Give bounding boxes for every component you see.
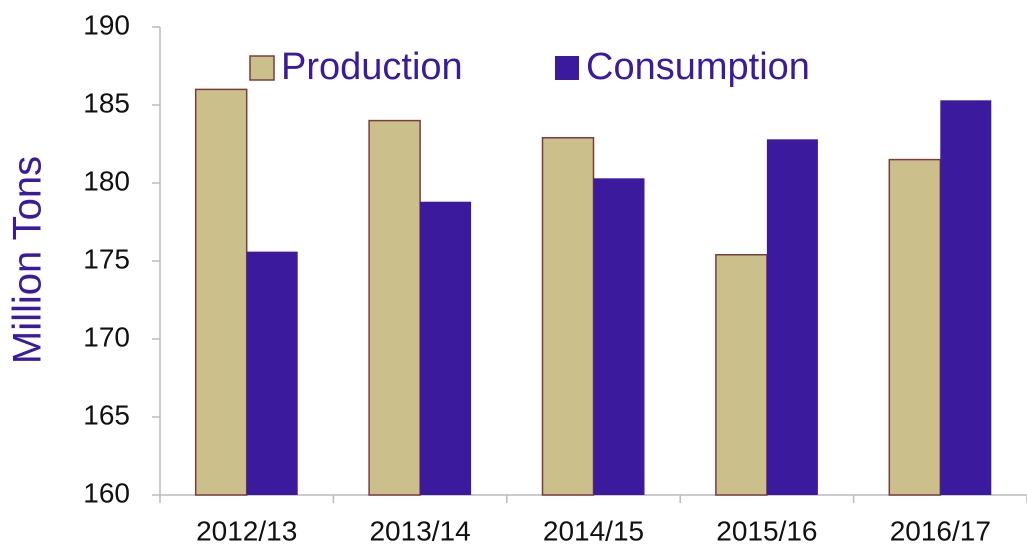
y-tick-label: 175 xyxy=(83,243,130,274)
bar xyxy=(766,139,818,495)
bar xyxy=(246,251,298,495)
y-axis-title: Million Tons xyxy=(6,156,50,364)
bar xyxy=(368,119,421,496)
bar xyxy=(194,88,248,496)
y-tick-label: 165 xyxy=(83,399,130,430)
y-tick-label: 185 xyxy=(83,87,130,118)
bar xyxy=(420,201,472,495)
legend-label: Consumption xyxy=(586,46,810,88)
x-tick-label: 2012/13 xyxy=(196,515,297,546)
x-tick-label: 2016/17 xyxy=(890,515,991,546)
bar xyxy=(715,254,768,496)
legend-swatch xyxy=(249,55,275,81)
x-tick-label: 2015/16 xyxy=(716,515,817,546)
y-tick-label: 160 xyxy=(83,477,130,508)
legend-swatch xyxy=(555,56,579,80)
x-tick-label: 2013/14 xyxy=(369,515,470,546)
x-tick-label: 2014/15 xyxy=(543,515,644,546)
bar xyxy=(541,137,595,496)
legend-label: Production xyxy=(281,46,463,88)
y-tick-label: 180 xyxy=(83,165,130,196)
y-tick-label: 190 xyxy=(83,9,130,40)
y-tick-label: 170 xyxy=(83,321,130,352)
bar xyxy=(940,100,992,495)
bar xyxy=(593,178,645,495)
bar xyxy=(888,158,942,496)
